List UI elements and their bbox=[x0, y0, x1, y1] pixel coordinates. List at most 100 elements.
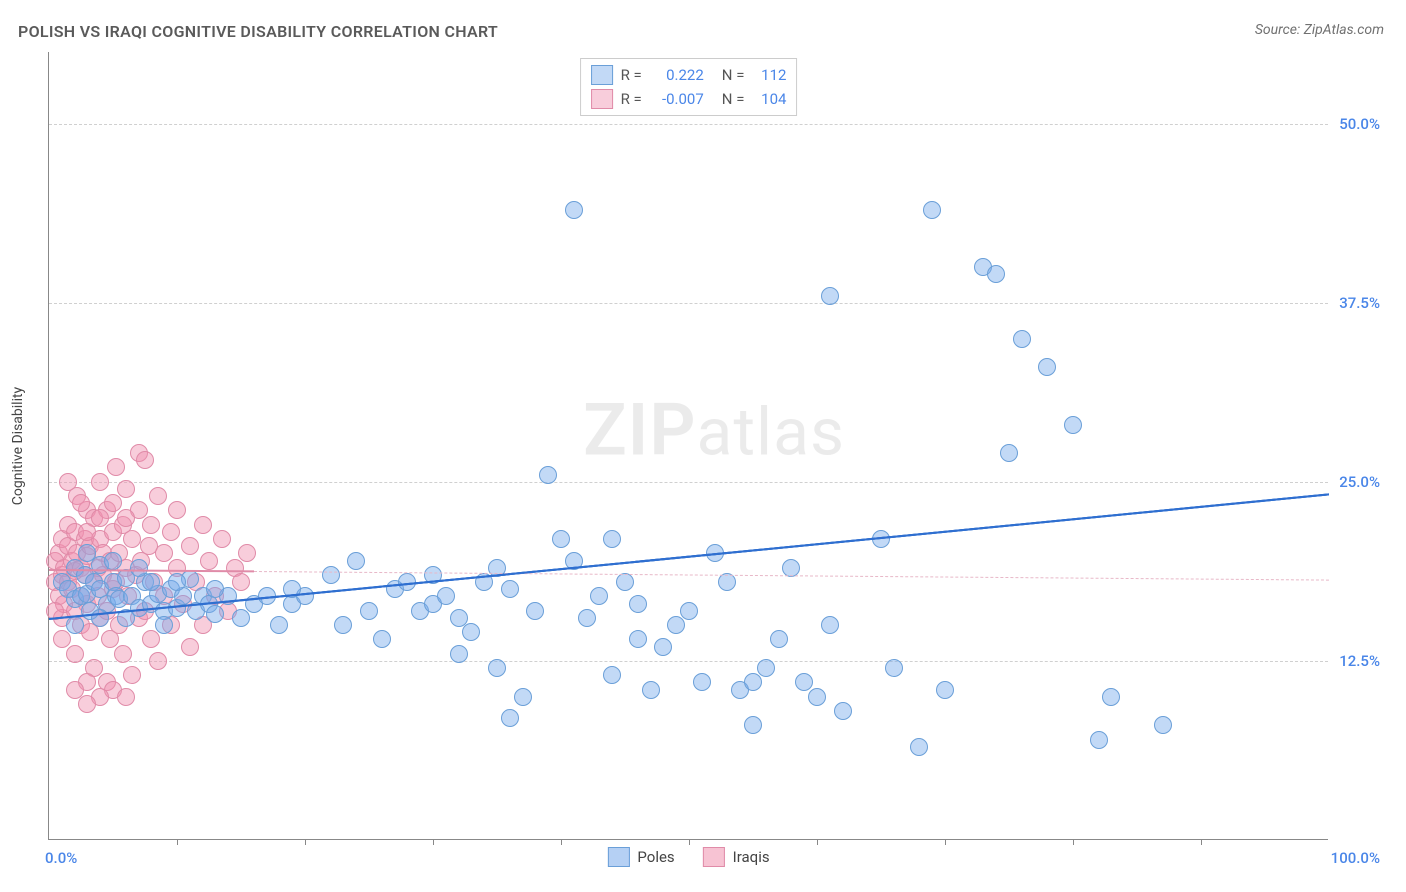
gridline bbox=[49, 303, 1328, 304]
scatter-point bbox=[181, 638, 199, 656]
y-tick-label: 25.0% bbox=[1339, 473, 1380, 491]
legend-row: R = -0.007 N = 104 bbox=[591, 87, 787, 111]
scatter-point bbox=[78, 695, 96, 713]
legend-row: R =0.222N =112 bbox=[591, 63, 787, 87]
scatter-point bbox=[142, 516, 160, 534]
x-tick bbox=[1201, 839, 1202, 845]
y-axis-title: Cognitive Disability bbox=[10, 387, 26, 505]
scatter-point bbox=[744, 673, 762, 691]
scatter-point bbox=[450, 645, 468, 663]
scatter-point bbox=[654, 638, 672, 656]
x-axis-min-label: 0.0% bbox=[45, 849, 77, 867]
scatter-point bbox=[206, 605, 224, 623]
scatter-point bbox=[488, 659, 506, 677]
scatter-point bbox=[514, 688, 532, 706]
legend-swatch bbox=[591, 89, 613, 109]
scatter-point bbox=[1102, 688, 1120, 706]
gridline bbox=[49, 482, 1328, 483]
scatter-point bbox=[373, 630, 391, 648]
scatter-point bbox=[616, 573, 634, 591]
scatter-point bbox=[142, 630, 160, 648]
plot-area: ZIPatlas R =0.222N =112R =-0.007N =104 P… bbox=[48, 52, 1328, 840]
scatter-point bbox=[936, 681, 954, 699]
scatter-point bbox=[744, 716, 762, 734]
scatter-point bbox=[770, 630, 788, 648]
scatter-point bbox=[117, 480, 135, 498]
scatter-point bbox=[213, 530, 231, 548]
scatter-point bbox=[539, 466, 557, 484]
scatter-point bbox=[1090, 731, 1108, 749]
watermark: ZIPatlas bbox=[583, 387, 845, 472]
scatter-point bbox=[206, 580, 224, 598]
legend-r-label: R = bbox=[621, 66, 642, 84]
scatter-point bbox=[155, 616, 173, 634]
scatter-point bbox=[437, 587, 455, 605]
x-tick bbox=[689, 839, 690, 845]
scatter-point bbox=[590, 587, 608, 605]
scatter-point bbox=[1154, 716, 1172, 734]
scatter-point bbox=[603, 530, 621, 548]
scatter-point bbox=[578, 609, 596, 627]
y-tick-label: 37.5% bbox=[1339, 294, 1380, 312]
legend-n-value: 104 bbox=[752, 90, 786, 108]
scatter-point bbox=[194, 516, 212, 534]
x-tick bbox=[945, 839, 946, 845]
scatter-point bbox=[1013, 330, 1031, 348]
scatter-point bbox=[149, 487, 167, 505]
legend-swatch bbox=[703, 847, 725, 867]
scatter-point bbox=[360, 602, 378, 620]
legend-label: Poles bbox=[637, 848, 674, 866]
scatter-point bbox=[78, 523, 96, 541]
series-legend: Poles Iraqis bbox=[607, 847, 769, 867]
scatter-point bbox=[910, 738, 928, 756]
legend-r-value: -0.007 bbox=[650, 90, 704, 108]
scatter-point bbox=[642, 681, 660, 699]
scatter-point bbox=[200, 552, 218, 570]
scatter-point bbox=[181, 537, 199, 555]
legend-swatch bbox=[591, 65, 613, 85]
x-tick bbox=[561, 839, 562, 845]
scatter-point bbox=[162, 523, 180, 541]
legend-item: Iraqis bbox=[703, 847, 770, 867]
legend-r-label: R = bbox=[621, 90, 642, 108]
source-attribution: Source: ZipAtlas.com bbox=[1255, 22, 1384, 38]
legend-r-value: 0.222 bbox=[650, 66, 704, 84]
scatter-point bbox=[680, 602, 698, 620]
scatter-point bbox=[238, 544, 256, 562]
scatter-point bbox=[885, 659, 903, 677]
scatter-point bbox=[462, 623, 480, 641]
scatter-point bbox=[987, 265, 1005, 283]
x-tick bbox=[1073, 839, 1074, 845]
scatter-point bbox=[821, 287, 839, 305]
x-tick bbox=[177, 839, 178, 845]
gridline bbox=[49, 661, 1328, 662]
scatter-point bbox=[117, 509, 135, 527]
chart-container: Cognitive Disability ZIPatlas R =0.222N … bbox=[48, 52, 1384, 840]
scatter-point bbox=[123, 530, 141, 548]
legend-n-label: N = bbox=[722, 90, 745, 108]
scatter-point bbox=[78, 544, 96, 562]
scatter-point bbox=[334, 616, 352, 634]
scatter-point bbox=[168, 573, 186, 591]
legend-n-value: 112 bbox=[752, 66, 786, 84]
scatter-point bbox=[501, 580, 519, 598]
scatter-point bbox=[347, 552, 365, 570]
scatter-point bbox=[123, 666, 141, 684]
scatter-point bbox=[66, 645, 84, 663]
scatter-point bbox=[107, 458, 125, 476]
scatter-point bbox=[782, 559, 800, 577]
scatter-point bbox=[603, 666, 621, 684]
scatter-point bbox=[114, 645, 132, 663]
scatter-point bbox=[757, 659, 775, 677]
scatter-point bbox=[1000, 444, 1018, 462]
scatter-point bbox=[667, 616, 685, 634]
scatter-point bbox=[142, 573, 160, 591]
x-axis-max-label: 100.0% bbox=[1331, 849, 1380, 867]
scatter-point bbox=[693, 673, 711, 691]
scatter-point bbox=[526, 602, 544, 620]
scatter-point bbox=[104, 552, 122, 570]
scatter-point bbox=[821, 616, 839, 634]
x-tick bbox=[433, 839, 434, 845]
scatter-point bbox=[501, 709, 519, 727]
x-tick bbox=[305, 839, 306, 845]
